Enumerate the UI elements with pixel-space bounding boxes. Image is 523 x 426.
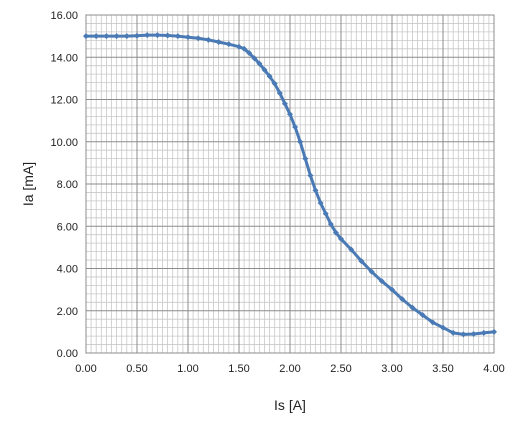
data-point bbox=[322, 210, 329, 217]
data-point bbox=[134, 32, 140, 39]
data-point bbox=[261, 66, 268, 73]
y-tick-label: 6.00 bbox=[57, 221, 78, 233]
x-tick-label: 1.00 bbox=[177, 363, 198, 375]
series-layer bbox=[83, 32, 497, 338]
data-point bbox=[276, 90, 283, 97]
major-gridlines bbox=[85, 14, 495, 354]
data-point bbox=[251, 55, 258, 62]
data-point bbox=[491, 328, 497, 335]
data-point bbox=[338, 235, 344, 242]
y-tick-labels: 0.00 2.00 4.00 6.00 8.00 10.00 12.00 14.00 16.00 bbox=[50, 10, 78, 360]
x-tick-label: 4.00 bbox=[483, 363, 504, 375]
data-point bbox=[358, 258, 365, 265]
y-tick-label: 2.00 bbox=[57, 306, 78, 318]
data-point bbox=[154, 32, 161, 39]
data-point bbox=[246, 50, 253, 57]
data-point bbox=[83, 33, 89, 40]
data-point bbox=[103, 33, 110, 40]
data-point bbox=[317, 200, 324, 207]
data-point bbox=[389, 286, 395, 293]
y-tick-label: 0.00 bbox=[57, 348, 78, 360]
x-tick-labels: 0.00 0.50 1.00 1.50 2.00 2.50 3.00 3.50 4.00 bbox=[75, 363, 504, 375]
x-tick-label: 0.50 bbox=[126, 363, 147, 375]
data-point bbox=[123, 33, 130, 40]
x-tick-label: 3.00 bbox=[381, 363, 402, 375]
x-tick-label: 0.00 bbox=[75, 363, 96, 375]
data-point bbox=[113, 33, 120, 40]
y-tick-label: 4.00 bbox=[57, 264, 78, 276]
y-axis-title: Ia [mA] bbox=[20, 162, 36, 206]
data-point bbox=[215, 39, 222, 46]
x-tick-label: 1.50 bbox=[228, 363, 249, 375]
data-point bbox=[307, 172, 314, 179]
x-tick-label: 3.50 bbox=[432, 363, 453, 375]
data-point bbox=[460, 331, 467, 338]
data-point bbox=[225, 41, 232, 48]
data-point bbox=[292, 123, 299, 130]
data-point bbox=[287, 111, 293, 118]
data-point bbox=[205, 36, 212, 43]
data-point bbox=[480, 329, 487, 336]
data-point bbox=[266, 73, 273, 80]
data-point bbox=[302, 155, 309, 162]
data-point bbox=[271, 80, 278, 87]
data-point bbox=[429, 319, 436, 326]
x-tick-label: 2.00 bbox=[279, 363, 300, 375]
y-tick-label: 10.00 bbox=[50, 137, 78, 149]
data-point bbox=[368, 268, 375, 275]
data-point bbox=[378, 278, 385, 285]
data-point bbox=[236, 43, 242, 50]
data-point bbox=[312, 187, 319, 194]
y-tick-label: 16.00 bbox=[50, 10, 78, 22]
data-point bbox=[241, 45, 248, 52]
data-point bbox=[93, 33, 100, 40]
data-point bbox=[185, 34, 191, 41]
data-point bbox=[470, 330, 477, 337]
data-point bbox=[256, 60, 263, 67]
data-point bbox=[144, 32, 151, 39]
data-point bbox=[348, 246, 355, 253]
data-point bbox=[174, 33, 181, 40]
data-point bbox=[195, 35, 202, 42]
x-axis-title: Is [A] bbox=[274, 397, 306, 413]
data-point bbox=[399, 296, 406, 303]
plot-frame bbox=[85, 14, 495, 354]
y-tick-label: 14.00 bbox=[50, 52, 78, 64]
data-point bbox=[409, 304, 416, 311]
data-point bbox=[450, 329, 457, 336]
y-tick-label: 12.00 bbox=[50, 95, 78, 107]
data-point bbox=[440, 324, 446, 331]
x-tick-label: 2.50 bbox=[330, 363, 351, 375]
data-point bbox=[327, 221, 334, 228]
y-tick-label: 8.00 bbox=[57, 179, 78, 191]
data-point bbox=[281, 100, 288, 107]
data-point bbox=[332, 229, 339, 236]
data-point bbox=[419, 311, 426, 318]
data-point bbox=[297, 138, 304, 145]
data-point bbox=[164, 32, 171, 39]
